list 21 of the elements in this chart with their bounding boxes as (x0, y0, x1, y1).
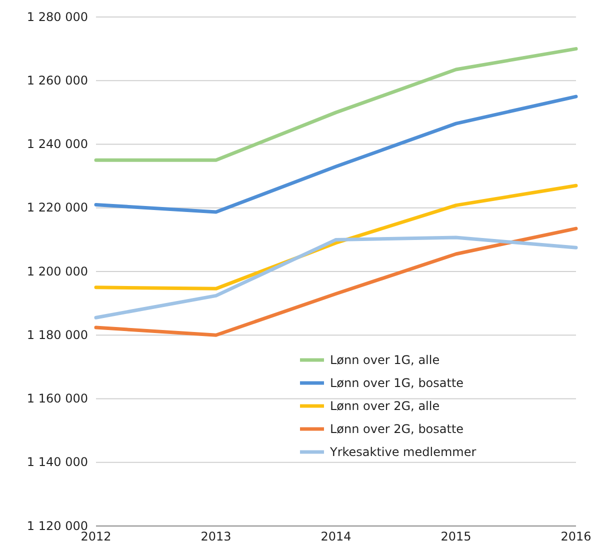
line-series (94, 94, 578, 214)
y-tick-label: 1 220 000 (26, 200, 88, 215)
legend-label: Lønn over 2G, alle (330, 399, 440, 413)
y-tick-label: 1 140 000 (26, 455, 88, 470)
legend-label: Yrkesaktive medlemmer (329, 445, 476, 459)
line-series (94, 226, 578, 337)
y-tick-label: 1 180 000 (26, 328, 88, 342)
legend-label: Lønn over 2G, bosatte (330, 422, 464, 436)
legend-label: Lønn over 1G, alle (330, 353, 440, 367)
line-series (94, 236, 578, 320)
x-tick-label: 2015 (440, 530, 472, 544)
x-tick-label: 2016 (560, 530, 592, 544)
y-tick-label: 1 200 000 (26, 264, 88, 278)
line-series (94, 47, 578, 162)
y-tick-label: 1 280 000 (26, 10, 88, 24)
y-tick-label: 1 240 000 (26, 137, 88, 152)
y-tick-label: 1 160 000 (26, 392, 88, 406)
legend-label: Lønn over 1G, bosatte (330, 376, 464, 390)
x-tick-label: 2014 (320, 530, 352, 544)
y-tick-label: 1 260 000 (26, 73, 88, 88)
x-tick-label: 2013 (200, 530, 232, 544)
